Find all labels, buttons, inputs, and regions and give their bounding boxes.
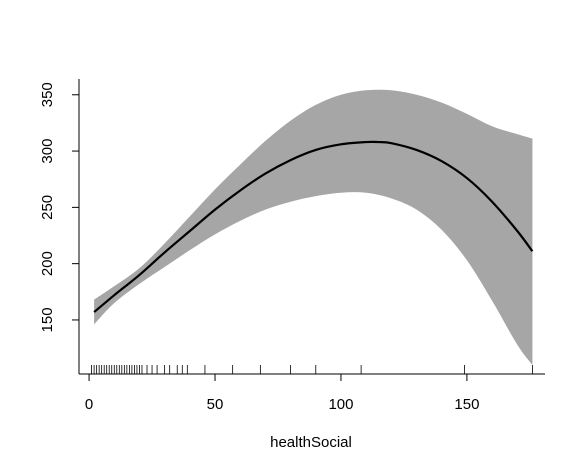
confidence-band bbox=[94, 89, 533, 365]
rug-marks bbox=[91, 365, 533, 374]
y-tick-label: 300 bbox=[39, 139, 56, 164]
x-tick-label: 150 bbox=[454, 396, 479, 413]
x-tick-label: 100 bbox=[328, 396, 353, 413]
y-tick-label: 150 bbox=[39, 307, 56, 332]
y-tick-label: 250 bbox=[39, 195, 56, 220]
x-axis-label: healthSocial bbox=[270, 434, 352, 451]
y-axis-ticks: 150 200 250 300 350 bbox=[39, 82, 79, 332]
y-tick-label: 350 bbox=[39, 82, 56, 107]
fit-line bbox=[93, 140, 534, 313]
x-axis-ticks: 0 50 100 150 bbox=[85, 374, 479, 413]
x-tick-label: 0 bbox=[85, 396, 93, 413]
x-tick-label: 50 bbox=[207, 396, 224, 413]
fit-line-path bbox=[93, 140, 534, 313]
confidence-band-area bbox=[94, 89, 533, 365]
y-tick-label: 200 bbox=[39, 251, 56, 276]
